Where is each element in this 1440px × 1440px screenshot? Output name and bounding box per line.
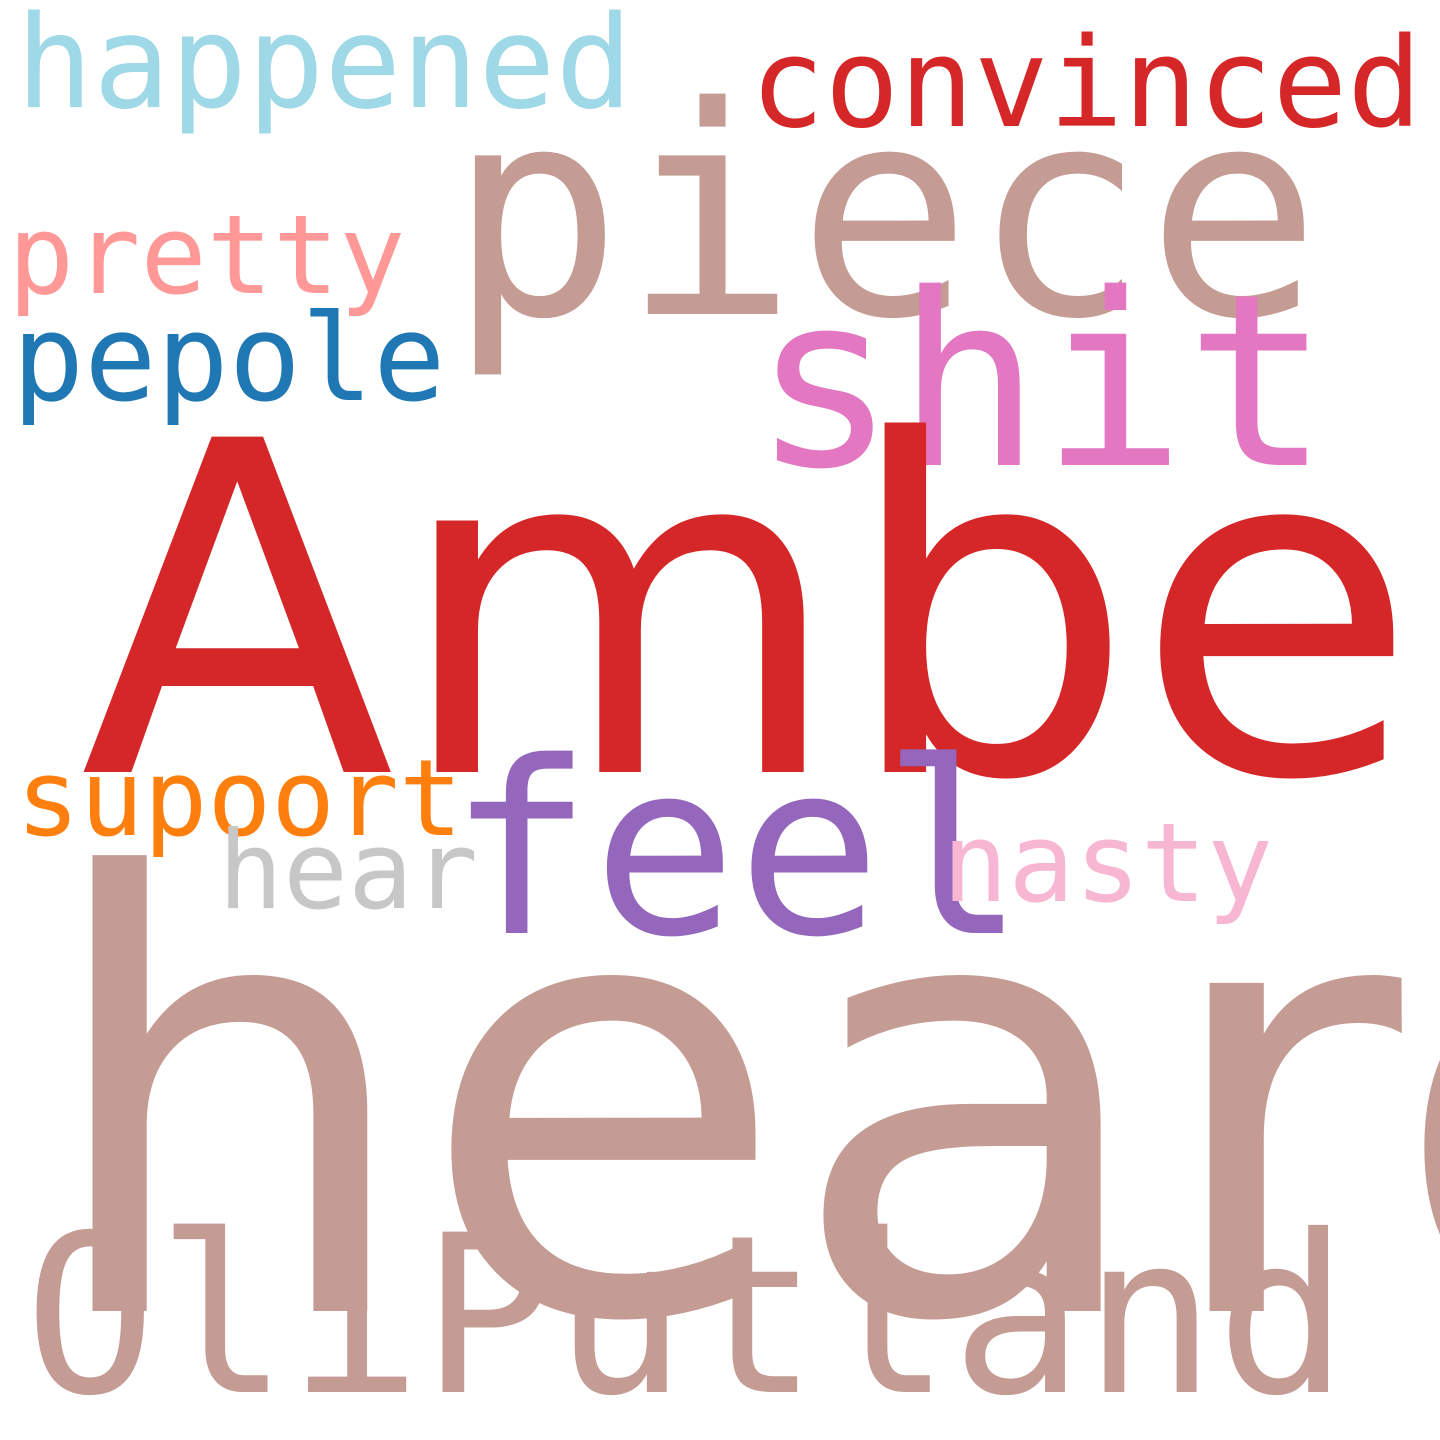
word-happened: happened [16, 0, 633, 138]
word-oliputland: OliPutland [24, 1188, 1349, 1440]
word-piece: piece [448, 46, 1321, 383]
word-pepole: pepole [12, 290, 446, 429]
word-heard: heard [38, 754, 1440, 1440]
word-nasty: nasty [942, 799, 1274, 927]
word-supoort: supoort [16, 737, 463, 860]
word-convinced: convinced [750, 12, 1422, 156]
word-feel: feel [448, 710, 1026, 990]
word-shit: shit [752, 242, 1330, 522]
word-amber: Amber [80, 346, 1440, 881]
word-hear: hear [218, 809, 479, 934]
word-pretty: pretty [8, 191, 406, 319]
